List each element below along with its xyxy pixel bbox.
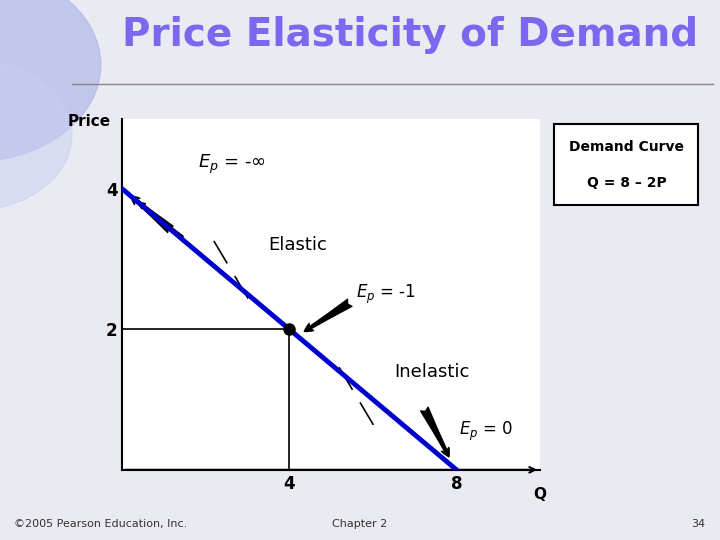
Text: Price Elasticity of Demand: Price Elasticity of Demand — [122, 16, 698, 54]
Circle shape — [0, 0, 101, 162]
Circle shape — [0, 59, 72, 211]
Text: Q: Q — [534, 487, 546, 502]
Text: Price: Price — [68, 114, 111, 130]
Text: Elastic: Elastic — [269, 236, 328, 254]
Text: ©2005 Pearson Education, Inc.: ©2005 Pearson Education, Inc. — [14, 519, 188, 529]
Text: Q = 8 – 2P: Q = 8 – 2P — [587, 176, 666, 190]
Text: 34: 34 — [691, 519, 706, 529]
Text: $E_p$ = -1: $E_p$ = -1 — [356, 283, 416, 306]
Text: Demand Curve: Demand Curve — [569, 140, 684, 154]
Text: Inelastic: Inelastic — [394, 362, 469, 381]
Text: $E_p$ = -∞: $E_p$ = -∞ — [197, 153, 266, 176]
Text: $E_p$ = 0: $E_p$ = 0 — [459, 420, 513, 443]
Text: Chapter 2: Chapter 2 — [333, 519, 387, 529]
